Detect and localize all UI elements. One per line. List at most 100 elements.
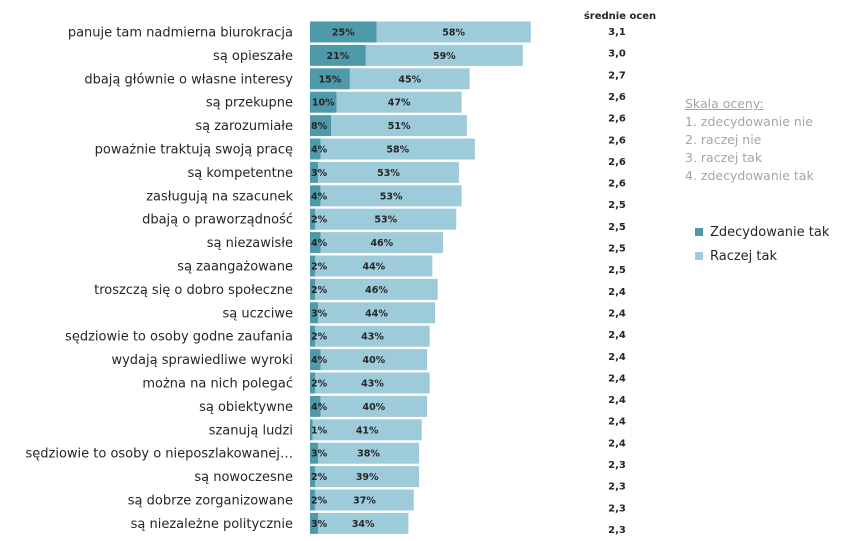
bar-zdecydowanie-tak — [310, 419, 313, 441]
category-label: troszczą się o dobro społeczne — [94, 283, 293, 298]
bar-raczej-tak — [315, 466, 420, 488]
data-label: 41% — [356, 425, 379, 436]
data-label: 44% — [365, 308, 388, 319]
data-label: 43% — [361, 379, 384, 390]
bar-raczej-tak — [349, 68, 470, 90]
category-label: poważnie traktują swoją pracę — [95, 143, 293, 158]
averages-header: średnie ocen — [584, 10, 656, 22]
average-value: 2,4 — [608, 308, 626, 319]
bar-zdecydowanie-tak — [310, 512, 318, 534]
bar-zdecydowanie-tak — [310, 442, 318, 464]
category-label: dbają głównie o własne interesy — [84, 72, 293, 87]
data-label: 2% — [311, 285, 328, 296]
bar-raczej-tak — [315, 325, 430, 347]
category-label: są opieszałe — [213, 49, 293, 64]
data-label: 59% — [433, 51, 456, 62]
data-label: 15% — [319, 74, 342, 85]
bar-zdecydowanie-tak — [310, 68, 350, 90]
average-value: 2,3 — [608, 482, 626, 493]
bar-raczej-tak — [317, 512, 409, 534]
bar-zdecydowanie-tak — [310, 208, 316, 230]
legend-label: Raczej tak — [710, 248, 778, 264]
legend-item: Raczej tak — [695, 244, 829, 268]
category-label: są niezależne politycznie — [131, 517, 293, 532]
data-label: 2% — [311, 215, 328, 226]
data-label: 58% — [442, 28, 465, 39]
legend: Zdecydowanie tak Raczej tak — [695, 220, 829, 268]
bar-zdecydowanie-tak — [310, 21, 377, 43]
bar-zdecydowanie-tak — [310, 91, 337, 113]
category-label: są zarozumiałe — [195, 119, 293, 134]
average-value: 2,6 — [608, 179, 626, 190]
data-label: 47% — [388, 98, 411, 109]
average-value: 2,3 — [608, 460, 626, 471]
category-label: zasługują na szacunek — [146, 189, 293, 204]
averages-column: 3,1 3,0 2,7 2,6 2,6 2,6 2,6 2,6 2,5 2,5 2,5 2,5 2,4 2… — [608, 27, 626, 536]
bar-raczej-tak — [315, 278, 438, 300]
category-label: można na nich polegać — [142, 377, 293, 392]
data-label: 4% — [311, 145, 328, 156]
data-label: 8% — [311, 121, 328, 132]
rating-scale-item: 2. raczej nie — [685, 132, 762, 147]
data-label: 2% — [311, 496, 328, 507]
data-label: 2% — [311, 262, 328, 273]
data-label: 2% — [311, 379, 328, 390]
average-value: 2,5 — [608, 265, 626, 276]
data-label: 38% — [357, 449, 380, 460]
data-label: 40% — [362, 355, 385, 366]
data-label: 3% — [311, 168, 328, 179]
data-label: 43% — [361, 332, 384, 343]
legend-swatch — [695, 252, 703, 260]
bars-group: 25% 58% 21% 59% 15% 45% 10% 47% 8% 51% 4% 58% 3% 53% 4… — [310, 21, 531, 534]
bar-raczej-tak — [320, 185, 462, 207]
category-label: są dobrze zorganizowane — [128, 494, 293, 509]
average-value: 2,4 — [608, 395, 626, 406]
bar-zdecydowanie-tak — [310, 302, 318, 324]
data-label: 3% — [311, 449, 328, 460]
average-value: 2,5 — [608, 200, 626, 211]
category-label: sędziowie to osoby o nieposzlakowanej… — [25, 447, 293, 462]
category-label: sędziowie to osoby godne zaufania — [65, 330, 293, 345]
data-label: 2% — [311, 472, 328, 483]
rating-scale-item: 3. raczej tak — [685, 150, 763, 165]
average-value: 2,4 — [608, 373, 626, 384]
data-label: 46% — [370, 238, 393, 249]
bar-zdecydowanie-tak — [310, 161, 318, 183]
category-label: są obiektywne — [199, 400, 293, 415]
data-label: 51% — [388, 121, 411, 132]
bar-zdecydowanie-tak — [310, 395, 321, 417]
bar-zdecydowanie-tak — [310, 489, 316, 511]
legend-item: Zdecydowanie tak — [695, 220, 829, 244]
bar-zdecydowanie-tak — [310, 255, 316, 277]
bar-zdecydowanie-tak — [310, 232, 321, 254]
average-value: 3,1 — [608, 27, 626, 38]
average-value: 2,5 — [608, 244, 626, 255]
category-label: są niezawisłe — [207, 236, 293, 251]
category-label: wydają sprawiedliwe wyroki — [111, 353, 293, 368]
bar-raczej-tak — [315, 255, 433, 277]
bar-raczej-tak — [365, 44, 523, 66]
category-label: szanują ludzi — [209, 423, 293, 438]
average-value: 2,3 — [608, 503, 626, 514]
data-label: 3% — [311, 308, 328, 319]
bar-raczej-tak — [312, 419, 422, 441]
data-label: 3% — [311, 519, 328, 530]
data-label: 46% — [365, 285, 388, 296]
average-value: 2,4 — [608, 417, 626, 428]
average-value: 2,3 — [608, 525, 626, 536]
data-label: 37% — [353, 496, 376, 507]
bar-raczej-tak — [315, 372, 430, 394]
data-label: 58% — [386, 145, 409, 156]
data-label: 4% — [311, 238, 328, 249]
data-label: 44% — [362, 262, 385, 273]
category-labels: panuje tam nadmierna biurokracja są opies… — [25, 26, 293, 532]
average-value: 2,5 — [608, 222, 626, 233]
category-label: są zaangażowane — [177, 260, 293, 275]
bar-raczej-tak — [317, 161, 459, 183]
data-label: 53% — [377, 168, 400, 179]
data-label: 1% — [311, 425, 328, 436]
bar-raczej-tak — [376, 21, 531, 43]
data-label: 34% — [352, 519, 375, 530]
bar-zdecydowanie-tak — [310, 44, 366, 66]
data-label: 4% — [311, 402, 328, 413]
